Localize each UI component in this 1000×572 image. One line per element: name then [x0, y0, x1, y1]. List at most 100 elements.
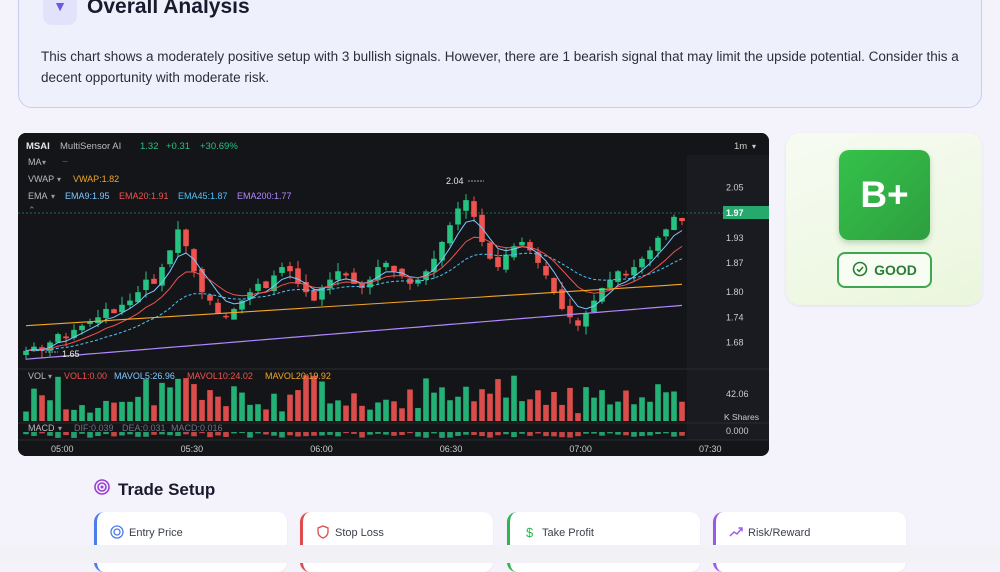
candle-body	[263, 281, 269, 289]
ema-chevron-icon[interactable]: ▾	[51, 192, 55, 201]
candle-body	[519, 241, 525, 246]
volume-bar	[583, 387, 589, 421]
macd-bar	[295, 432, 301, 437]
volume-bar	[599, 390, 605, 421]
macd-bar	[151, 432, 157, 435]
target-icon	[94, 479, 110, 500]
collapse-icon[interactable]: ⌃	[28, 205, 36, 215]
ema-label[interactable]: EMA	[28, 191, 48, 201]
interval-chevron-icon[interactable]: ▾	[752, 142, 756, 151]
candle-body	[175, 229, 181, 253]
volume-bar	[31, 388, 37, 421]
volume-bar	[239, 392, 245, 421]
macd-bar	[199, 432, 205, 434]
macd-bar	[599, 432, 605, 436]
candle-body	[559, 289, 565, 309]
take-profit-card[interactable]: $ Take Profit	[507, 512, 700, 572]
macd-bar	[431, 432, 437, 434]
volume-bar	[567, 387, 573, 421]
macd-bar	[55, 432, 61, 438]
ema20-value: EMA20:1.91	[119, 191, 169, 201]
interval-selector[interactable]: 1m	[734, 141, 747, 152]
macd-bar	[279, 432, 285, 438]
macd-chevron-icon[interactable]: ▾	[58, 424, 62, 433]
candle-body	[439, 241, 445, 261]
macd-bar	[127, 432, 133, 435]
volume-bar	[167, 387, 173, 421]
candle-body	[95, 317, 101, 324]
price-tick-label: 1.74	[726, 312, 744, 322]
stop-loss-card[interactable]: Stop Loss	[300, 512, 493, 572]
ma-chevron-icon[interactable]: ▾	[42, 158, 46, 167]
candle-body	[335, 271, 341, 280]
candle-body	[119, 304, 125, 313]
volume-bar	[127, 401, 133, 421]
volume-bar	[423, 378, 429, 421]
analysis-text: This chart shows a moderately positive s…	[41, 49, 959, 85]
vol-label[interactable]: VOL	[28, 371, 46, 381]
risk-reward-label: Risk/Reward	[748, 527, 811, 539]
ema9-value: EMA9:1.95	[65, 191, 110, 201]
price-chart[interactable]: MSAI MultiSensor AI 1.32 +0.31 +30.69% 1…	[18, 133, 769, 456]
volume-bar	[311, 375, 317, 421]
candle-body	[671, 216, 677, 231]
risk-reward-card[interactable]: Risk/Reward	[713, 512, 906, 572]
take-profit-label: Take Profit	[542, 527, 594, 539]
candle-body	[415, 279, 421, 284]
macd-bar	[359, 432, 365, 438]
macd-value: MACD:0.016	[171, 423, 223, 433]
macd-bar	[111, 432, 117, 437]
volume-bar	[359, 405, 365, 421]
volume-bar	[223, 406, 229, 421]
macd-bar	[543, 432, 549, 437]
macd-bar	[95, 432, 101, 437]
candle-body	[199, 268, 205, 293]
volume-bar	[527, 399, 533, 421]
candle-body	[663, 229, 669, 237]
macd-bar	[399, 432, 405, 435]
macd-bar	[119, 432, 125, 436]
volume-bar	[463, 386, 469, 421]
chart-change-pct: +30.69%	[200, 141, 238, 152]
macd-dea: DEA:0.031	[122, 423, 166, 433]
volume-bar	[575, 413, 581, 421]
mavol5-value: MAVOL5:26.96	[114, 371, 175, 381]
eye-icon[interactable]: ⌣	[62, 156, 68, 166]
mavol20-value: MAVOL20:19.92	[265, 371, 331, 381]
entry-price-card[interactable]: Entry Price	[94, 512, 287, 572]
vwap-chevron-icon[interactable]: ▾	[57, 175, 61, 184]
volume-bar	[143, 379, 149, 421]
macd-bar	[495, 432, 501, 436]
chart-symbol: MSAI	[26, 141, 50, 152]
volume-bar	[87, 412, 93, 421]
macd-bar	[159, 432, 165, 435]
volume-bar	[319, 381, 325, 421]
candle-body	[239, 300, 245, 310]
macd-bar	[183, 432, 189, 435]
candle-body	[215, 302, 221, 314]
candle-body	[287, 266, 293, 272]
candle-body	[615, 271, 621, 282]
volume-bar	[487, 393, 493, 421]
candle-body	[271, 275, 277, 291]
macd-bar	[47, 432, 53, 436]
candle-body	[63, 336, 69, 339]
ma-label[interactable]: MA	[28, 157, 42, 167]
volume-bar	[111, 402, 117, 421]
volume-bar	[391, 401, 397, 421]
high-marker: 2.04	[446, 176, 464, 186]
entry-price-label: Entry Price	[129, 527, 183, 539]
macd-bar	[567, 432, 573, 438]
macd-bar	[271, 432, 277, 436]
macd-bar	[575, 432, 581, 437]
volume-bar	[415, 408, 421, 421]
candle-body	[383, 262, 389, 268]
macd-bar	[343, 432, 349, 434]
trend-up-icon	[729, 525, 743, 539]
candle-body	[487, 242, 493, 259]
macd-bar	[455, 432, 461, 436]
price-tick-label: 1.93	[726, 233, 744, 243]
macd-label[interactable]: MACD	[28, 423, 55, 433]
vol-chevron-icon[interactable]: ▾	[48, 372, 52, 381]
vwap-label[interactable]: VWAP	[28, 174, 54, 184]
